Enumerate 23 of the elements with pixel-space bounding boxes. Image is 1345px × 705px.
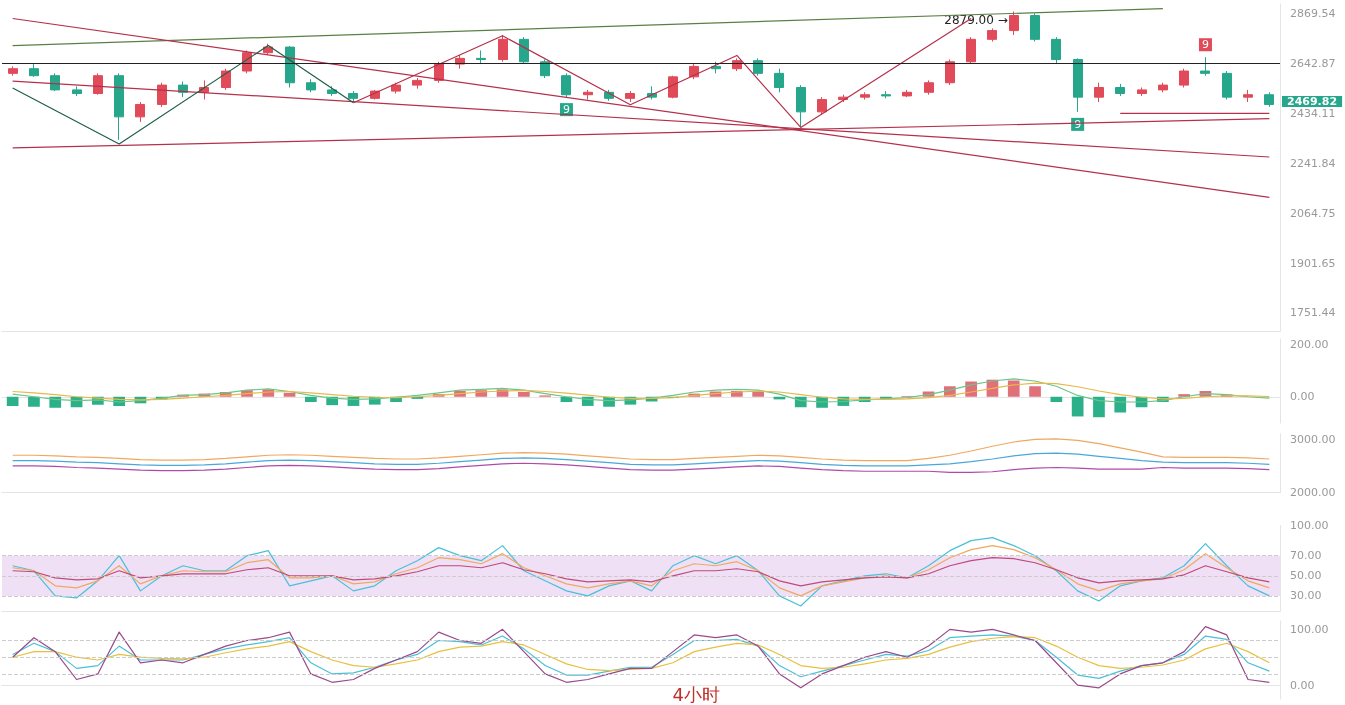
y-tick-label: 2241.84 xyxy=(1290,156,1336,170)
y-tick-label: 30.00 xyxy=(1290,589,1322,603)
annotation: 9 xyxy=(1074,117,1082,131)
y-tick-label: 0.00 xyxy=(1290,678,1315,692)
y-tick-label: 50.00 xyxy=(1290,569,1322,583)
annotation: 9 xyxy=(1201,38,1209,52)
y-tick-label: 3000.00 xyxy=(1290,432,1336,446)
text: 2469.82 xyxy=(1287,95,1338,108)
y-tick-label: 200.00 xyxy=(1290,337,1329,351)
y-tick-label: 70.00 xyxy=(1290,549,1322,563)
y-tick-label: 1751.44 xyxy=(1290,306,1336,320)
y-tick-label: 2434.11 xyxy=(1290,106,1336,120)
annotation: 9 xyxy=(562,103,570,117)
y-tick-label: 2642.87 xyxy=(1290,56,1336,70)
annotation: 4小时 xyxy=(672,683,720,705)
y-tick-label: 100.00 xyxy=(1290,622,1329,636)
y-tick-label: 2000.00 xyxy=(1290,486,1336,499)
y-tick-label: 1901.65 xyxy=(1290,256,1336,270)
y-tick-label: 0.00 xyxy=(1290,390,1315,404)
y-tick-label: 100.00 xyxy=(1290,519,1329,532)
y-tick-label: 2064.75 xyxy=(1290,206,1336,220)
y-tick-label: 2869.54 xyxy=(1290,7,1336,21)
annotation: 2879.00 → xyxy=(944,12,1008,27)
